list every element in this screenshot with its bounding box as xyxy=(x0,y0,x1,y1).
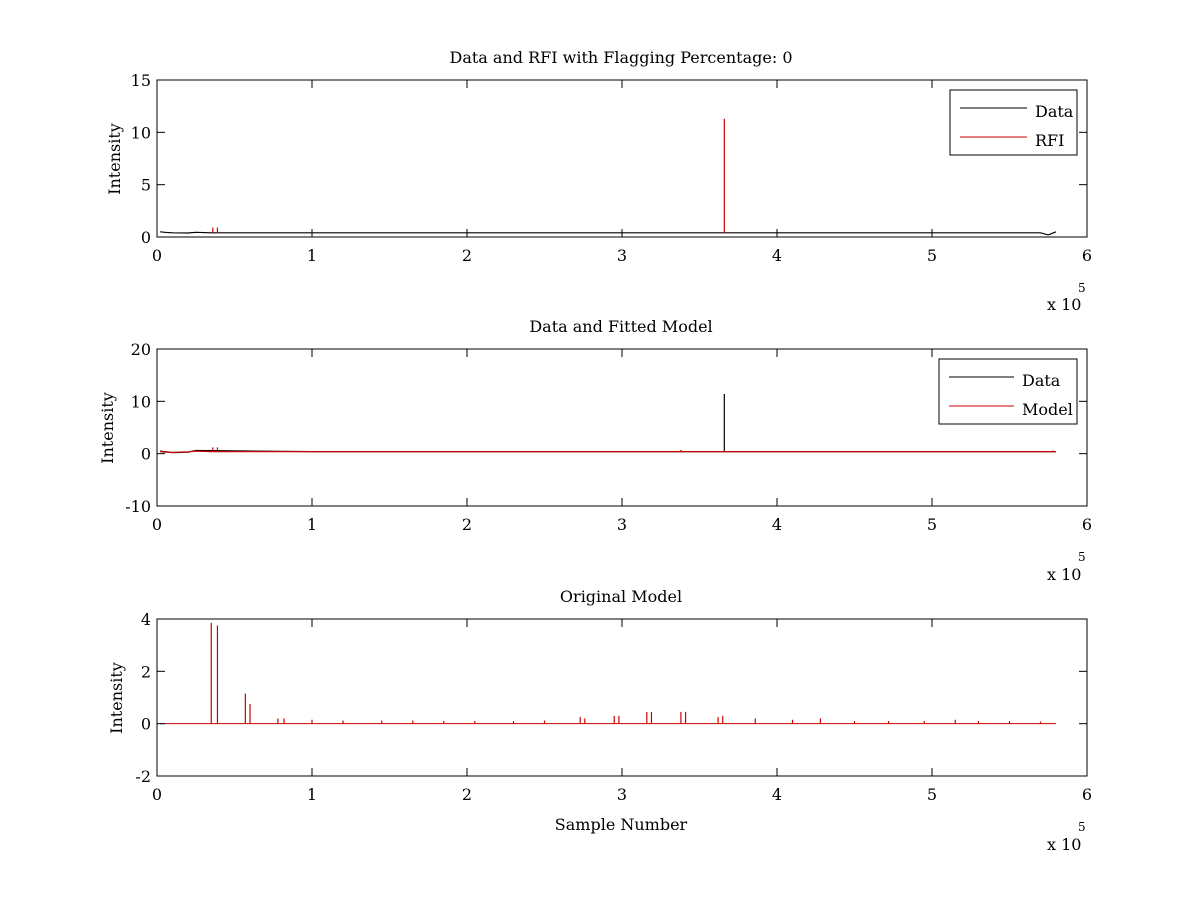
x-tick-label: 0 xyxy=(152,246,162,265)
x-tick-label: 0 xyxy=(152,785,162,804)
x-tick-label: 1 xyxy=(307,515,317,534)
panel-1-legend-box xyxy=(949,89,1078,156)
x-tick-label: 5 xyxy=(927,515,937,534)
x-tick-label: 3 xyxy=(617,785,627,804)
x-tick-label: 2 xyxy=(462,785,472,804)
panel-3-title: Original Model xyxy=(560,587,682,606)
x-tick-label: 5 xyxy=(927,246,937,265)
panel-1-plot: 0 1 2 3 4 5 6 0 5 10 15 xyxy=(131,71,1092,265)
legend-label-rfi: RFI xyxy=(1035,131,1064,150)
panel-3-x-multiplier-base: x 10 xyxy=(1047,835,1081,854)
y-tick-label: -2 xyxy=(135,767,151,786)
panel-3-x-multiplier-exponent: 5 xyxy=(1078,820,1086,834)
legend-label-model: Model xyxy=(1022,400,1073,419)
x-tick-label: 4 xyxy=(772,785,782,804)
x-tick-label: 3 xyxy=(617,515,627,534)
panel-2-x-multiplier: x 10 5 xyxy=(1047,550,1086,584)
panel-2-ylabel: Intensity xyxy=(98,392,117,464)
x-tick-label: 0 xyxy=(152,515,162,534)
panel-1: Data and RFI with Flagging Percentage: 0… xyxy=(105,48,1092,314)
panel-1-legend: Data RFI xyxy=(949,89,1078,156)
y-tick-label: 0 xyxy=(141,715,151,734)
x-tick-label: 6 xyxy=(1082,246,1092,265)
y-tick-label: 5 xyxy=(141,176,151,195)
x-tick-label: 4 xyxy=(772,515,782,534)
y-tick-label: 10 xyxy=(131,123,151,142)
panel-2-x-multiplier-exponent: 5 xyxy=(1078,550,1086,564)
x-tick-label: 5 xyxy=(927,785,937,804)
y-tick-label: 10 xyxy=(131,392,151,411)
panel-1-title: Data and RFI with Flagging Percentage: 0 xyxy=(449,48,792,67)
x-tick-label: 6 xyxy=(1082,785,1092,804)
series-data-line xyxy=(160,231,1057,236)
legend-label-data: Data xyxy=(1035,102,1074,121)
plot-area xyxy=(157,619,1087,776)
x-tick-label: 2 xyxy=(462,515,472,534)
y-tick-label: 0 xyxy=(141,445,151,464)
plot-area xyxy=(157,349,1087,506)
y-tick-label: 15 xyxy=(131,71,151,90)
y-tick-label: 0 xyxy=(141,228,151,247)
x-tick-label: 1 xyxy=(307,246,317,265)
y-tick-label: -10 xyxy=(125,497,151,516)
panel-3-x-multiplier: x 10 5 xyxy=(1047,820,1086,854)
panel-1-x-multiplier-base: x 10 xyxy=(1047,295,1081,314)
series-model-line xyxy=(160,450,1056,454)
panel-3-xlabel: Sample Number xyxy=(555,815,688,834)
panel-2-x-multiplier-base: x 10 xyxy=(1047,565,1081,584)
panel-3-ylabel: Intensity xyxy=(107,662,126,734)
x-tick-label: 1 xyxy=(307,785,317,804)
legend-label-data: Data xyxy=(1022,371,1061,390)
panel-1-ylabel: Intensity xyxy=(105,123,124,195)
panel-2: Data and Fitted Model Intensity 0 1 2 3 4 5 6 -… xyxy=(98,317,1092,584)
panel-1-x-multiplier-exponent: 5 xyxy=(1078,281,1086,295)
y-tick-label: 20 xyxy=(131,340,151,359)
x-tick-label: 3 xyxy=(617,246,627,265)
plot-area xyxy=(157,80,1087,237)
x-tick-label: 2 xyxy=(462,246,472,265)
panel-2-legend: Data Model xyxy=(938,358,1078,425)
x-tick-label: 6 xyxy=(1082,515,1092,534)
y-tick-label: 4 xyxy=(141,610,151,629)
y-tick-label: 2 xyxy=(141,662,151,681)
x-tick-label: 4 xyxy=(772,246,782,265)
panel-1-x-multiplier: x 10 5 xyxy=(1047,281,1086,314)
panel-2-legend-box xyxy=(938,358,1078,425)
panel-2-title: Data and Fitted Model xyxy=(529,317,712,336)
